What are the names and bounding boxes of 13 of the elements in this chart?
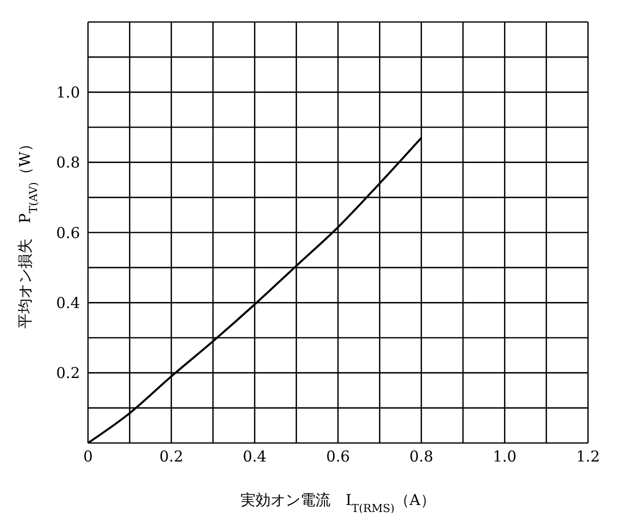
x-axis-title: 実効オン電流 I$_{T(RMS)}$（A）	[240, 491, 436, 514]
x-tick-label: 0.8	[409, 448, 434, 466]
y-tick-label: 1.0	[56, 83, 80, 102]
y-tick-label: 0.8	[56, 154, 80, 172]
x-tick-label: 1.2	[576, 448, 600, 466]
x-tick-label: 1.0	[492, 448, 517, 466]
x-tick-label: 0.6	[326, 448, 350, 466]
y-tick-label: 0.2	[56, 364, 80, 382]
x-tick-label: 0.2	[159, 448, 184, 466]
x-tick-label: 0.4	[242, 448, 267, 466]
y-tick-label: 0.4	[56, 294, 80, 312]
x-tick-label: 0	[83, 448, 93, 466]
y-tick-label: 0.6	[56, 224, 80, 242]
